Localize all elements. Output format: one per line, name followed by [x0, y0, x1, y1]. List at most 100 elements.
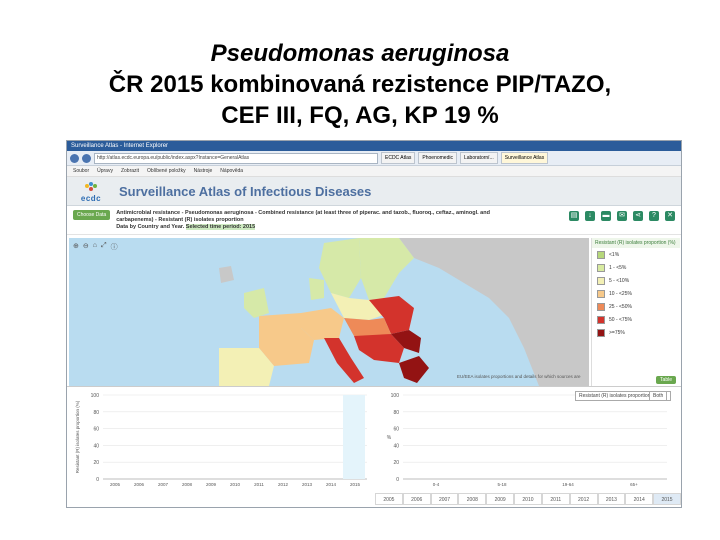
right-chart-xtick: 19-64	[562, 482, 574, 487]
map-country	[319, 238, 361, 298]
menu-item[interactable]: Úpravy	[97, 168, 113, 174]
legend-label: 10 - <25%	[609, 290, 632, 297]
slider-year[interactable]: 2006	[402, 493, 431, 505]
desc-line-3: Data by Country and Year. Selected time …	[116, 224, 556, 231]
dataset-description: Antimicrobial resistance - Pseudomonas a…	[116, 210, 556, 231]
table-button[interactable]: Table	[656, 376, 676, 384]
legend-label: 5 - <10%	[609, 277, 630, 284]
browser-screenshot: Surveillance Atlas - Internet Explorer h…	[66, 140, 682, 508]
map-country	[259, 313, 314, 366]
legend-swatch	[597, 315, 605, 324]
menu-item[interactable]: Oblíbené položky	[147, 168, 186, 174]
slider-year[interactable]: 2009	[486, 493, 515, 505]
address-bar[interactable]: http://atlas.ecdc.europa.eu/public/index…	[94, 152, 378, 164]
left-chart-ytick: 20	[93, 460, 99, 466]
legend-swatch	[597, 276, 605, 285]
left-chart-xtick: 2005	[110, 482, 121, 487]
forward-icon[interactable]	[82, 153, 91, 163]
legend-title: Resistant (R) isolates proportion (%)	[592, 238, 680, 248]
legend-swatch	[597, 302, 605, 311]
year-slider[interactable]: 2005 2006 2007 2008 2009 2010 2011 2012 2013 2014…	[375, 493, 681, 505]
slider-year[interactable]: 2012	[569, 493, 598, 505]
slider-year[interactable]: 2010	[514, 493, 542, 505]
left-chart-ytick: 0	[96, 477, 99, 483]
home-icon[interactable]: ⌂	[92, 242, 97, 249]
title-line-1: Pseudomonas aeruginosa	[210, 40, 510, 67]
map-country	[354, 334, 404, 363]
title-line-2: ČR 2015 kombinovaná rezistence PIP/TAZO,	[108, 71, 612, 98]
left-chart-xtick: 2007	[158, 482, 169, 487]
legend-item: <1%	[592, 248, 680, 261]
legend-swatch	[597, 263, 605, 272]
export-icon[interactable]: ▤	[569, 211, 579, 221]
slider-year[interactable]: 2005	[375, 493, 403, 505]
charts-area: 0 20 40 60 80 100 2005 2006 2007 2008 2009 2010 2011…	[67, 386, 681, 507]
right-chart-ytick: 100	[391, 393, 400, 399]
slider-year[interactable]: 2015	[653, 493, 681, 505]
map-country	[219, 348, 274, 386]
title-line-3: CEF III, FQ, AG, KP 19 %	[221, 102, 499, 129]
help-icon[interactable]: ?	[649, 211, 659, 221]
fullscreen-icon[interactable]: ⤢	[100, 242, 107, 249]
legend-item: 5 - <10%	[592, 274, 680, 287]
map-non-eu	[399, 238, 589, 386]
legend-swatch	[597, 328, 605, 337]
tool-icons: ▤ ↓ ▬ ✉ ⋖ ? ✕	[569, 211, 675, 221]
atlas-toolbar: Choose Data Antimicrobial resistance - P…	[67, 206, 681, 235]
right-chart-ytick: 20	[393, 460, 399, 466]
legend-label: 1 - <5%	[609, 264, 627, 271]
slider-year[interactable]: 2008	[458, 493, 487, 505]
comment-icon[interactable]: ✉	[617, 211, 627, 221]
slider-year[interactable]: 2007	[430, 493, 459, 505]
left-chart-xtick: 2009	[206, 482, 217, 487]
slider-year[interactable]: 2011	[541, 493, 570, 505]
back-icon[interactable]	[70, 153, 79, 163]
legend-label: 50 - <75%	[609, 316, 632, 323]
legend-item: 25 - <50%	[592, 300, 680, 313]
legend-label: <1%	[609, 251, 620, 258]
left-chart-ytick: 80	[93, 410, 99, 416]
zoom-in-icon[interactable]: ⊕	[73, 243, 79, 250]
left-chart-ylabel: Resistant (R) isolates proportion (%)	[75, 400, 80, 473]
right-chart-xtick: 65+	[630, 482, 638, 487]
download-icon[interactable]: ↓	[585, 211, 595, 221]
browser-tab[interactable]: ECDC Atlas	[381, 152, 416, 164]
zoom-out-icon[interactable]: ⊖	[82, 243, 89, 250]
legend-item: 50 - <75%	[592, 313, 680, 326]
right-chart-ytick: 80	[393, 410, 399, 416]
left-chart-xtick: 2008	[182, 482, 193, 487]
browser-tab[interactable]: Phoenomedic	[418, 152, 457, 164]
slider-year[interactable]: 2013	[597, 493, 626, 505]
browser-tab-active[interactable]: Surveillance Atlas	[500, 152, 549, 164]
share-icon[interactable]: ⋖	[633, 211, 643, 221]
browser-menu: Soubor Úpravy Zobrazit Oblíbené položky …	[67, 166, 681, 177]
legend-item: 1 - <5%	[592, 261, 680, 274]
left-chart-xtick: 2010	[230, 482, 241, 487]
sex-select[interactable]: Both	[649, 391, 668, 401]
left-chart-xtick: 2006	[134, 482, 145, 487]
info-icon[interactable]: ⓘ	[110, 244, 118, 251]
desc-line-3a: Data by Country and Year.	[116, 224, 185, 230]
ecdc-logo-icon	[85, 181, 97, 191]
browser-tab[interactable]: Laboratorní...	[459, 152, 498, 164]
desc-line-2: carbapenems) - Resistant (R) isolates pr…	[116, 217, 244, 223]
legend-label: 25 - <50%	[609, 303, 632, 310]
map-country	[399, 356, 429, 383]
choose-data-button[interactable]: Choose Data	[73, 210, 111, 220]
menu-item[interactable]: Nástroje	[193, 168, 213, 174]
print-icon[interactable]: ▬	[601, 211, 611, 221]
menu-item[interactable]: Soubor	[73, 168, 90, 174]
close-icon[interactable]: ✕	[665, 211, 675, 221]
left-chart-xtick: 2011	[254, 482, 264, 487]
menu-item[interactable]: Nápověda	[220, 168, 244, 174]
slider-year[interactable]: 2014	[625, 493, 654, 505]
map-note: EU/EEA isolates proportions and details …	[457, 374, 581, 379]
map-country	[369, 296, 414, 334]
legend-swatch	[597, 289, 605, 298]
menu-item[interactable]: Zobrazit	[120, 168, 140, 174]
address-row: http://atlas.ecdc.europa.eu/public/index…	[67, 151, 681, 166]
left-chart-ytick: 100	[91, 393, 100, 399]
selected-period: Selected time period: 2015	[185, 224, 256, 230]
europe-map[interactable]: ⊕ ⊖ ⌂ ⤢ ⓘ	[69, 238, 589, 386]
indicator-select[interactable]: Resistant (R) isolates proportion by age	[575, 391, 671, 401]
